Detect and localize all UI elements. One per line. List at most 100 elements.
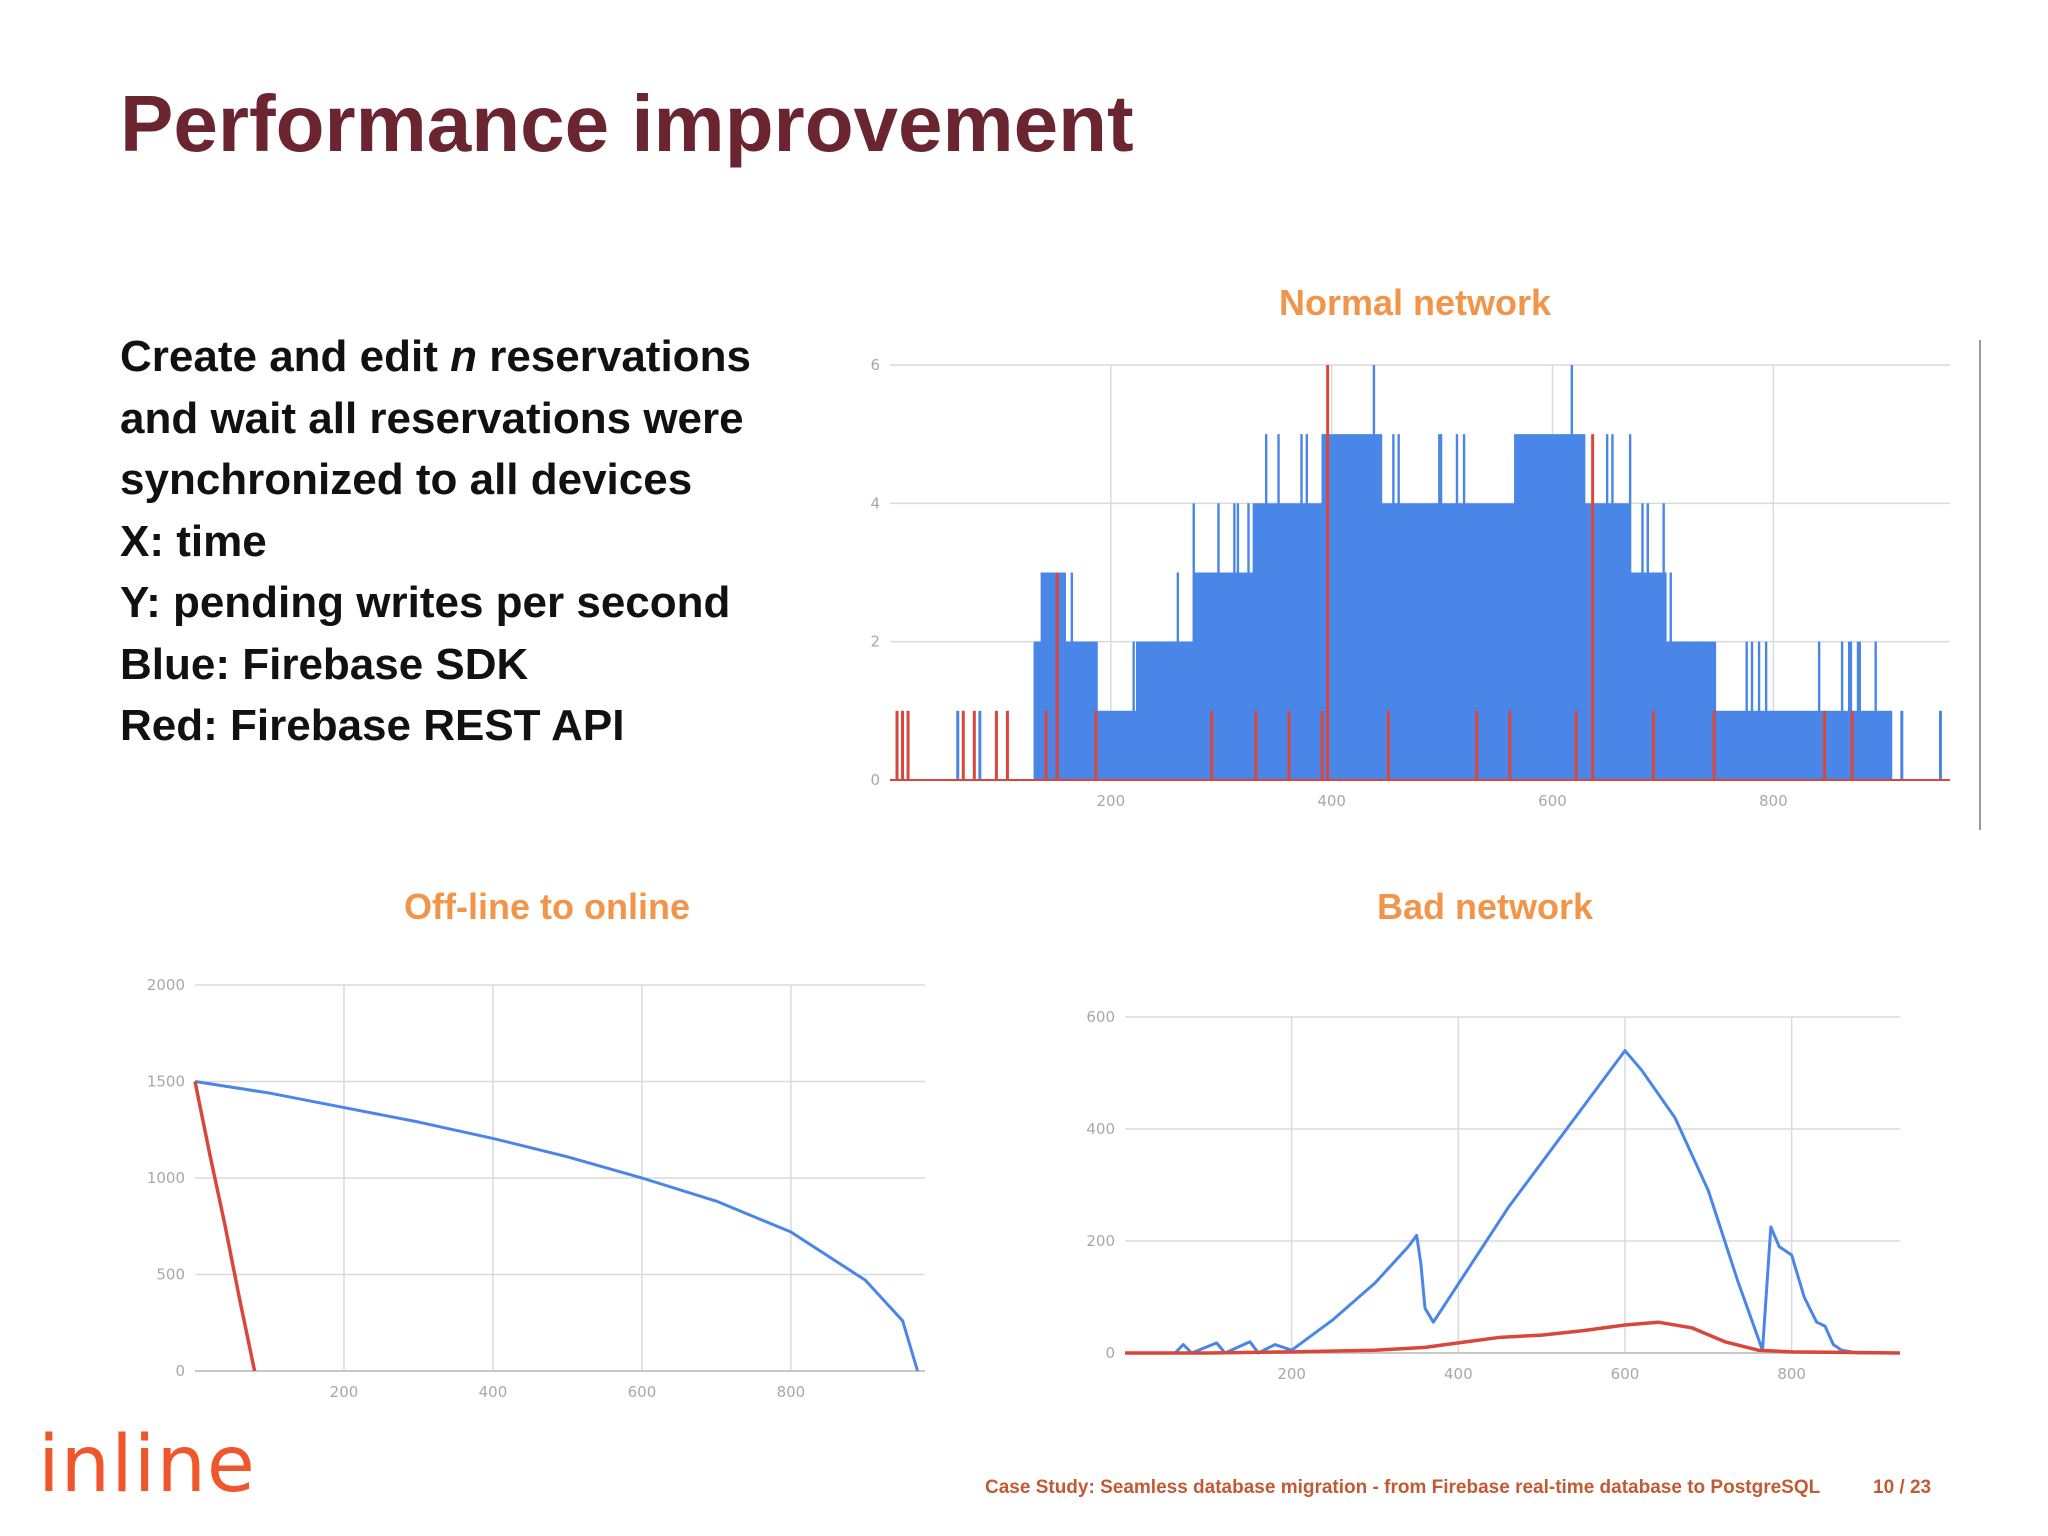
bar bbox=[1671, 641, 1674, 780]
bar bbox=[1236, 503, 1240, 780]
bar bbox=[1058, 572, 1061, 780]
bar bbox=[1865, 710, 1869, 780]
bar bbox=[1093, 641, 1097, 780]
bar bbox=[1489, 503, 1492, 780]
bar bbox=[1471, 503, 1475, 780]
bar bbox=[1712, 710, 1716, 780]
bar bbox=[1773, 710, 1777, 780]
bar bbox=[1459, 503, 1462, 780]
bar bbox=[1344, 434, 1347, 780]
bar bbox=[1427, 503, 1430, 780]
bar bbox=[1625, 503, 1628, 780]
bar bbox=[1473, 503, 1476, 780]
bar bbox=[1768, 710, 1771, 780]
bar bbox=[1485, 503, 1489, 780]
bar bbox=[1703, 641, 1706, 780]
bar bbox=[1201, 572, 1204, 780]
x-tick-label: 600 bbox=[1538, 792, 1567, 810]
bar bbox=[1051, 572, 1054, 780]
bar bbox=[1598, 503, 1602, 780]
bar bbox=[1098, 710, 1102, 780]
bar bbox=[1109, 710, 1112, 780]
bar bbox=[1383, 503, 1386, 780]
bar bbox=[1226, 572, 1229, 780]
bar bbox=[1158, 641, 1162, 780]
bar bbox=[1519, 434, 1522, 780]
bar bbox=[1167, 641, 1171, 780]
bar bbox=[1047, 572, 1051, 780]
bar bbox=[1217, 503, 1220, 780]
bar bbox=[1552, 434, 1556, 780]
bar bbox=[1121, 710, 1125, 780]
bar bbox=[1077, 641, 1081, 780]
bar bbox=[1199, 572, 1203, 780]
bar bbox=[1750, 641, 1754, 780]
bar bbox=[1575, 434, 1579, 780]
bar bbox=[1697, 641, 1701, 780]
bar bbox=[1038, 641, 1042, 780]
bar bbox=[1155, 641, 1158, 780]
bar bbox=[1605, 434, 1609, 780]
bar bbox=[1450, 503, 1453, 780]
bar bbox=[1510, 503, 1513, 780]
bar bbox=[1551, 434, 1554, 780]
bar bbox=[1540, 434, 1543, 780]
bar bbox=[1821, 710, 1824, 780]
bar bbox=[1545, 434, 1549, 780]
bar bbox=[1501, 503, 1505, 780]
bar bbox=[978, 710, 982, 780]
bar bbox=[1775, 710, 1778, 780]
bar bbox=[1662, 503, 1665, 780]
bar bbox=[1469, 503, 1473, 780]
bar bbox=[1254, 710, 1258, 780]
bar bbox=[1314, 503, 1317, 780]
bar bbox=[1549, 434, 1552, 780]
bar bbox=[901, 710, 905, 780]
bar bbox=[1320, 710, 1324, 780]
bar bbox=[1794, 710, 1798, 780]
bar bbox=[1574, 710, 1578, 780]
bar bbox=[1798, 710, 1801, 780]
bar bbox=[1326, 365, 1330, 780]
bar bbox=[1582, 434, 1586, 780]
bar bbox=[1295, 503, 1298, 780]
y-tick-label: 0 bbox=[175, 1362, 185, 1380]
x-tick-label: 600 bbox=[1611, 1365, 1640, 1383]
bar bbox=[1342, 434, 1346, 780]
bar bbox=[1286, 503, 1289, 780]
bar bbox=[994, 710, 998, 780]
bar bbox=[1355, 434, 1358, 780]
bar bbox=[1491, 503, 1494, 780]
bar bbox=[1100, 710, 1104, 780]
page-number: 10 / 23 bbox=[1873, 1477, 1932, 1498]
bar bbox=[1280, 503, 1284, 780]
bar bbox=[1303, 503, 1307, 780]
bar bbox=[1514, 434, 1517, 780]
bar bbox=[1146, 641, 1150, 780]
bar bbox=[1713, 641, 1717, 780]
bar bbox=[1581, 434, 1584, 780]
bar bbox=[1245, 572, 1248, 780]
bar bbox=[1727, 710, 1731, 780]
bar bbox=[1680, 641, 1683, 780]
bar bbox=[1860, 710, 1863, 780]
series-firebase-rest bbox=[895, 365, 1854, 780]
bar bbox=[1250, 572, 1254, 780]
y-tick-label: 200 bbox=[1086, 1232, 1115, 1250]
bar bbox=[1878, 710, 1881, 780]
bar bbox=[1734, 710, 1738, 780]
bar bbox=[1293, 503, 1296, 780]
bar bbox=[1651, 710, 1655, 780]
bar bbox=[1263, 503, 1266, 780]
bar bbox=[1515, 434, 1519, 780]
bar bbox=[1690, 641, 1694, 780]
bar bbox=[1780, 710, 1784, 780]
bar bbox=[1332, 434, 1335, 780]
description-line: synchronized to all devices bbox=[120, 455, 693, 504]
bar bbox=[1731, 710, 1734, 780]
bar bbox=[1234, 572, 1238, 780]
bar bbox=[1123, 710, 1127, 780]
bar bbox=[1148, 641, 1151, 780]
bar bbox=[1432, 503, 1436, 780]
bar bbox=[1307, 503, 1310, 780]
